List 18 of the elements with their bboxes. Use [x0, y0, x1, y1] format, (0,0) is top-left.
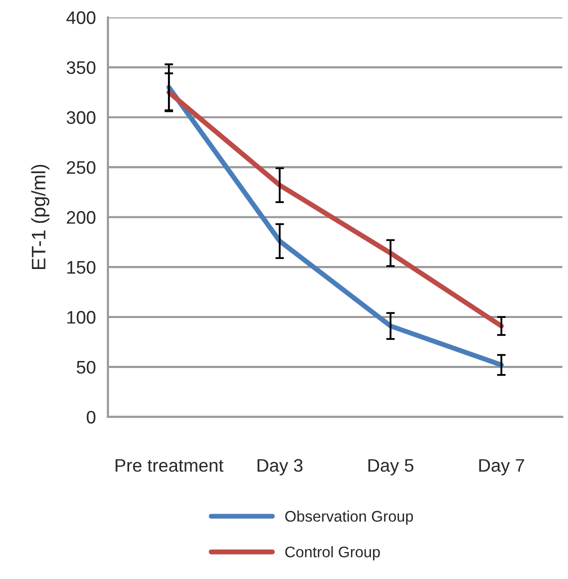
x-tick-label: Day 5 — [368, 459, 414, 476]
x-tick-label: Day 7 — [479, 459, 524, 476]
y-tick-label: 250 — [66, 161, 96, 174]
legend-label: Observation Group — [285, 510, 413, 525]
y-tick-label: 300 — [66, 111, 96, 124]
y-tick-label: 100 — [67, 310, 96, 324]
y-tick-label: 400 — [66, 11, 96, 24]
y-axis-title: ET-1 (pg/ml) — [31, 164, 50, 270]
y-tick-label: 150 — [67, 261, 96, 274]
y-tick-label: 350 — [66, 61, 96, 74]
legend-label: Control Group — [285, 546, 380, 560]
x-tick-label: Day 3 — [258, 459, 302, 476]
line-series — [166, 90, 504, 328]
line-series — [166, 84, 504, 368]
y-tick-label: 0 — [86, 410, 96, 424]
y-tick-label: 200 — [66, 211, 96, 224]
x-tick-label: Pre treatment — [116, 459, 224, 472]
y-tick-label: 50 — [76, 360, 96, 374]
